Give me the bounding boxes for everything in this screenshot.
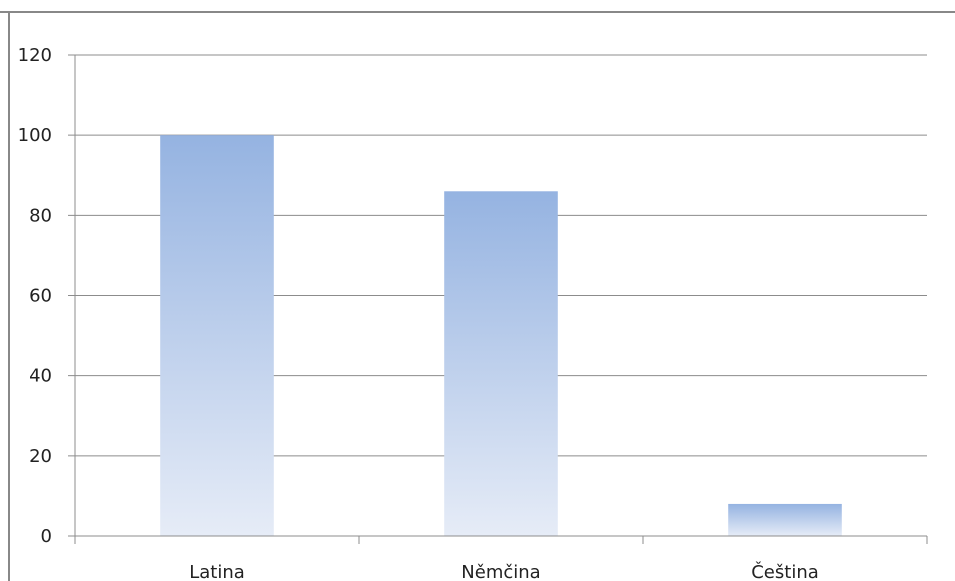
y-tick-label: 100 xyxy=(18,125,52,146)
x-category-label: Čeština xyxy=(751,561,819,581)
y-tick-label: 80 xyxy=(29,205,52,226)
axes xyxy=(68,55,928,544)
y-tick-label: 0 xyxy=(41,526,52,547)
y-tick-label: 40 xyxy=(29,366,52,387)
bars xyxy=(160,135,842,537)
x-category-label: Latina xyxy=(189,562,245,581)
y-tick-label: 20 xyxy=(29,446,52,467)
bar-latina xyxy=(160,135,274,536)
bar-čeština xyxy=(728,503,842,536)
x-category-label: Němčina xyxy=(461,562,540,581)
y-tick-label: 60 xyxy=(29,286,52,307)
bar-němčina xyxy=(444,191,558,537)
y-tick-labels: 0 20 40 60 80 100 120 xyxy=(18,45,52,547)
x-category-labels: Latina Němčina Čeština xyxy=(189,561,819,581)
y-tick-label: 120 xyxy=(18,45,52,66)
